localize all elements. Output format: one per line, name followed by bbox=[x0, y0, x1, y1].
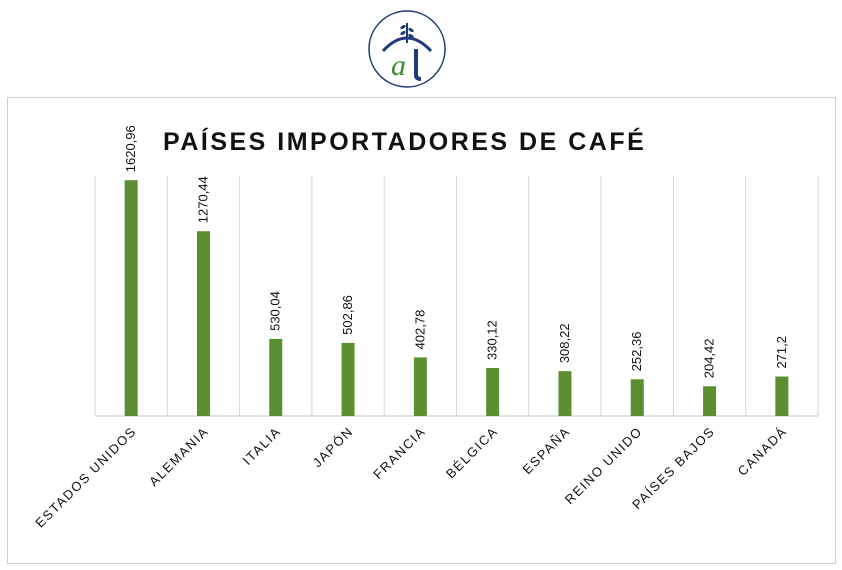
bar bbox=[413, 357, 427, 416]
category-label: BÉLGICA bbox=[443, 424, 501, 482]
logo: a bbox=[367, 9, 447, 89]
data-label: 271,2 bbox=[774, 336, 789, 369]
wheat-arch-logo-icon: a bbox=[368, 10, 446, 88]
bar bbox=[703, 386, 717, 416]
category-label: FRANCIA bbox=[370, 424, 428, 482]
data-label: 502,86 bbox=[340, 295, 355, 335]
category-label: JAPÓN bbox=[310, 424, 357, 471]
bar bbox=[196, 231, 210, 416]
chart-frame bbox=[7, 97, 836, 564]
data-label: 1620,96 bbox=[123, 125, 138, 172]
data-label: 330,12 bbox=[485, 320, 500, 360]
data-label: 308,22 bbox=[557, 323, 572, 363]
category-label: CANADÁ bbox=[735, 424, 790, 479]
category-label: ESPAÑA bbox=[519, 424, 573, 478]
category-label: ALEMANIA bbox=[146, 424, 212, 490]
bar bbox=[341, 342, 355, 416]
chart-title: PAÍSES IMPORTADORES DE CAFÉ bbox=[163, 128, 647, 156]
bar bbox=[630, 379, 644, 416]
bar bbox=[486, 367, 500, 416]
bar bbox=[775, 376, 789, 416]
bar bbox=[124, 180, 138, 416]
category-label: ITALIA bbox=[239, 424, 283, 468]
data-label: 530,04 bbox=[268, 291, 283, 331]
data-label: 402,78 bbox=[412, 310, 427, 350]
svg-text:a: a bbox=[391, 49, 406, 82]
data-label: 204,42 bbox=[702, 339, 717, 379]
data-label: 1270,44 bbox=[195, 176, 210, 223]
category-label: ESTADOS UNIDOS bbox=[32, 424, 139, 531]
bar bbox=[269, 338, 283, 416]
category-label: REINO UNIDO bbox=[562, 424, 646, 508]
data-label: 252,36 bbox=[629, 332, 644, 372]
bar bbox=[558, 371, 572, 416]
